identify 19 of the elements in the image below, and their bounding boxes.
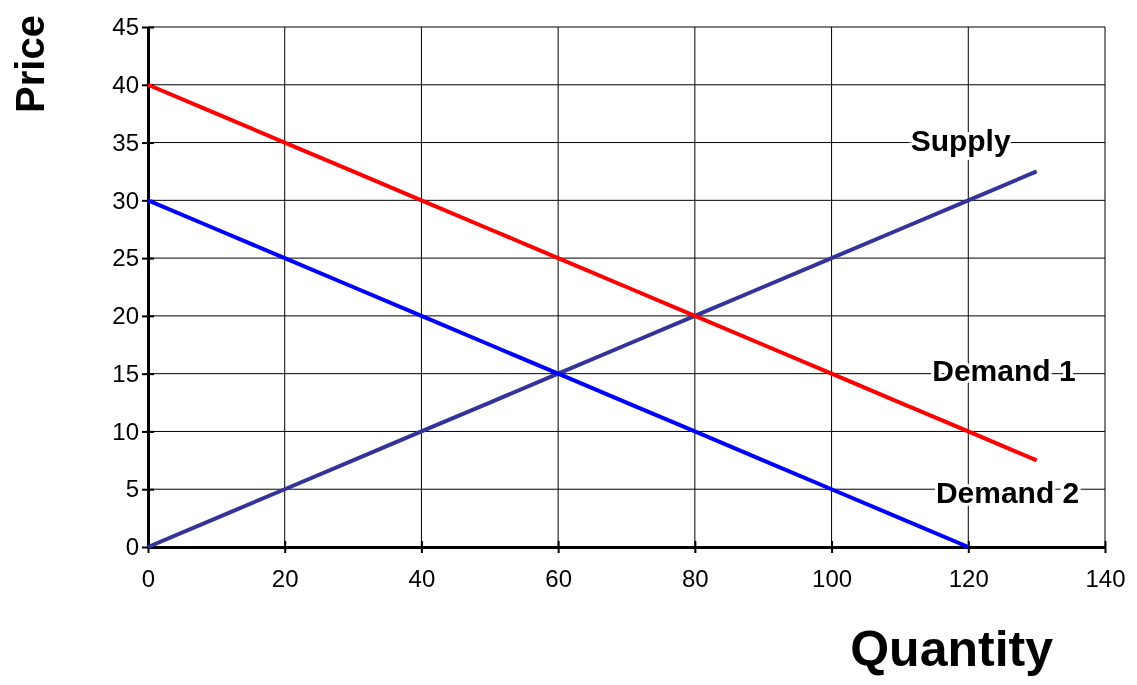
x-tick-label: 100 (812, 565, 853, 593)
x-tick-label: 80 (682, 565, 709, 593)
x-tick-label: 140 (1085, 565, 1126, 593)
x-tick-label: 20 (271, 565, 299, 593)
x-tick-label: 40 (408, 565, 436, 593)
y-tick-label: 0 (125, 533, 139, 561)
y-tick-label: 25 (112, 244, 139, 272)
y-tick-label: 40 (112, 70, 139, 98)
y-tick-label: 35 (112, 128, 139, 156)
y-tick-label: 45 (112, 13, 139, 41)
x-tick-label: 120 (948, 565, 989, 593)
x-tick-label: 60 (545, 565, 572, 593)
y-tick-label: 15 (112, 359, 139, 387)
y-axis-title: Price (8, 15, 52, 113)
x-axis-title: Quantity (850, 621, 1054, 677)
y-tick-label: 30 (112, 186, 139, 214)
y-tick-label: 5 (125, 475, 139, 503)
y-tick-label: 20 (112, 302, 139, 330)
y-tick-label: 10 (112, 417, 139, 445)
